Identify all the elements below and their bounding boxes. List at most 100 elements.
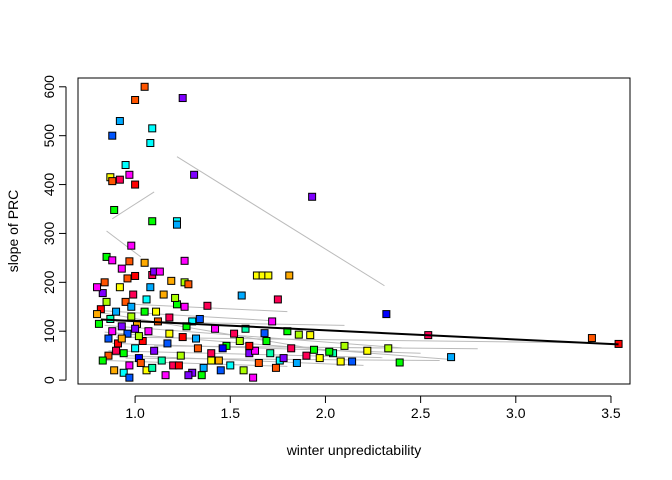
data-point-150 bbox=[245, 341, 254, 350]
data-point-83 bbox=[163, 339, 172, 348]
data-point-54 bbox=[294, 330, 303, 339]
data-point-96 bbox=[129, 290, 138, 299]
data-point-114 bbox=[94, 319, 103, 328]
data-point-58 bbox=[310, 345, 319, 354]
data-point-136 bbox=[292, 358, 301, 367]
data-point-144 bbox=[131, 324, 140, 333]
data-point-39 bbox=[285, 271, 294, 280]
thin-line-5 bbox=[104, 324, 402, 349]
y-axis: 0 100 200 300 400 500 600 bbox=[41, 75, 67, 384]
thin-line-3 bbox=[100, 310, 269, 321]
y-axis-title: slope of PRC bbox=[5, 190, 21, 272]
data-point-18 bbox=[172, 220, 181, 229]
data-point-126 bbox=[184, 371, 193, 380]
data-point-75 bbox=[188, 317, 197, 326]
thin-line-9 bbox=[104, 354, 364, 366]
x-axis: 1.0 1.5 2.0 2.5 3.0 3.5 bbox=[125, 395, 621, 421]
data-point-98 bbox=[125, 361, 134, 370]
data-point-71 bbox=[199, 363, 208, 372]
data-point-14 bbox=[308, 192, 317, 201]
data-point-4 bbox=[148, 124, 157, 133]
data-point-40 bbox=[273, 295, 282, 304]
data-points bbox=[93, 82, 623, 382]
data-point-47 bbox=[384, 344, 393, 353]
data-point-2 bbox=[115, 117, 124, 126]
data-point-131 bbox=[239, 366, 248, 375]
data-point-87 bbox=[150, 346, 159, 355]
data-point-138 bbox=[315, 354, 324, 363]
data-point-38 bbox=[264, 271, 273, 280]
data-point-142 bbox=[152, 307, 161, 316]
x-tick-label-1: 1.5 bbox=[221, 405, 241, 421]
data-point-134 bbox=[271, 363, 280, 372]
thin-trend-lines bbox=[100, 156, 592, 367]
data-point-72 bbox=[195, 314, 204, 323]
data-point-19 bbox=[127, 241, 136, 250]
data-point-117 bbox=[98, 356, 107, 365]
data-point-28 bbox=[131, 271, 140, 280]
data-point-120 bbox=[119, 368, 128, 377]
x-tick-label-3: 2.5 bbox=[411, 405, 431, 421]
y-tick-label-2: 200 bbox=[41, 270, 57, 294]
x-tick-label-4: 3.0 bbox=[506, 405, 526, 421]
y-tick-label-4: 400 bbox=[41, 173, 57, 197]
data-point-147 bbox=[180, 302, 189, 311]
data-point-119 bbox=[112, 346, 121, 355]
data-point-137 bbox=[302, 351, 311, 360]
data-point-91 bbox=[140, 307, 149, 316]
data-point-57 bbox=[260, 329, 269, 338]
data-point-69 bbox=[211, 324, 220, 333]
data-point-51 bbox=[336, 357, 345, 366]
data-point-46 bbox=[395, 358, 404, 367]
data-point-118 bbox=[104, 334, 113, 343]
data-point-45 bbox=[447, 353, 456, 362]
thin-line-2 bbox=[106, 230, 142, 258]
thin-line-0 bbox=[176, 156, 385, 287]
x-tick-label-2: 2.0 bbox=[316, 405, 336, 421]
data-point-12 bbox=[131, 180, 140, 189]
y-tick-label-1: 100 bbox=[41, 319, 57, 343]
data-point-23 bbox=[140, 258, 149, 267]
data-point-146 bbox=[142, 295, 151, 304]
data-point-111 bbox=[100, 278, 109, 287]
data-point-141 bbox=[134, 332, 143, 341]
data-point-135 bbox=[279, 354, 288, 363]
data-point-127 bbox=[197, 371, 206, 380]
y-tick-label-0: 0 bbox=[41, 376, 57, 384]
y-tick-label-5: 500 bbox=[41, 124, 57, 148]
data-point-148 bbox=[218, 344, 227, 353]
data-point-88 bbox=[146, 283, 155, 292]
data-point-33 bbox=[184, 280, 193, 289]
data-point-13 bbox=[190, 170, 199, 179]
data-point-10 bbox=[108, 177, 117, 186]
data-point-100 bbox=[121, 297, 130, 306]
data-point-133 bbox=[262, 336, 271, 345]
data-point-145 bbox=[117, 334, 126, 343]
data-point-25 bbox=[117, 264, 126, 273]
data-point-73 bbox=[193, 344, 202, 353]
data-point-99 bbox=[123, 329, 132, 338]
data-point-151 bbox=[192, 334, 201, 343]
data-point-101 bbox=[119, 349, 128, 358]
data-point-5 bbox=[146, 139, 155, 148]
data-point-7 bbox=[121, 161, 130, 170]
data-point-77 bbox=[178, 333, 187, 342]
data-point-125 bbox=[174, 361, 183, 370]
y-tick-label-3: 300 bbox=[41, 222, 57, 246]
thin-line-1 bbox=[111, 191, 155, 220]
data-point-129 bbox=[214, 356, 223, 365]
data-point-122 bbox=[136, 358, 145, 367]
x-tick-label-0: 1.0 bbox=[125, 405, 145, 421]
data-point-105 bbox=[112, 307, 121, 316]
data-point-68 bbox=[216, 366, 225, 375]
data-point-53 bbox=[306, 331, 315, 340]
data-point-16 bbox=[148, 217, 157, 226]
data-point-109 bbox=[104, 351, 113, 360]
data-point-140 bbox=[127, 302, 136, 311]
data-point-43 bbox=[587, 334, 596, 343]
x-axis-title: winter unpredictability bbox=[286, 442, 422, 458]
data-point-11 bbox=[115, 175, 124, 184]
data-point-102 bbox=[117, 322, 126, 331]
data-point-65 bbox=[235, 336, 244, 345]
data-point-49 bbox=[340, 341, 349, 350]
